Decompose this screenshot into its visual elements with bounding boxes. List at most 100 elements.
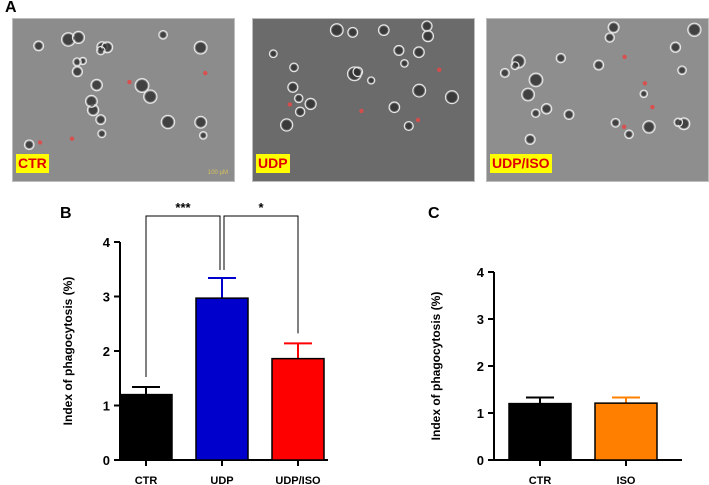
y-tick-label: 2 (103, 344, 110, 359)
significance-label: * (258, 200, 264, 215)
cell (306, 99, 315, 108)
micrograph-udp: UDP (252, 18, 475, 182)
cell-halo (346, 66, 362, 82)
cell (35, 42, 43, 50)
cell (145, 91, 156, 102)
micrograph-ctr: CTR 100 µM (12, 18, 235, 182)
cell-halo (421, 30, 435, 43)
cell (160, 32, 166, 38)
micrograph-label: UDP/ISO (490, 154, 552, 173)
cell-halo (101, 41, 114, 54)
cell-halo (329, 23, 344, 38)
cell (675, 119, 681, 126)
cell-halo (72, 57, 82, 67)
cell (63, 34, 74, 45)
cell-halo (521, 87, 536, 102)
cell (162, 116, 174, 128)
scale-bar-label: 100 µM (207, 170, 228, 176)
cell (612, 119, 619, 126)
bar-ctr (119, 393, 173, 461)
cell (523, 89, 533, 100)
cell (379, 26, 388, 34)
cell (679, 119, 689, 129)
panel-b-letter: B (60, 205, 72, 222)
significance-bracket (223, 215, 299, 334)
cell (291, 64, 297, 71)
fluorescent-particle (642, 81, 648, 86)
cell-halo (499, 67, 510, 78)
cell (289, 83, 297, 91)
cell-halo (143, 89, 158, 104)
cell (296, 108, 304, 115)
cell (354, 68, 362, 76)
cell-halo (393, 44, 405, 56)
cell-halo (510, 61, 520, 71)
cell-halo (677, 65, 687, 76)
cell (97, 116, 105, 124)
cell-halo (607, 21, 620, 34)
cell (296, 95, 302, 102)
cell (282, 120, 292, 130)
cell (25, 141, 33, 148)
cell (369, 78, 374, 83)
cell (565, 111, 573, 118)
cell (595, 61, 603, 69)
bar-iso (594, 402, 658, 461)
micrograph-background (253, 19, 474, 181)
y-tick-label: 4 (103, 235, 111, 250)
cell (99, 131, 105, 137)
fluorescent-particle (437, 67, 442, 72)
x-tick-label: CTR (529, 475, 552, 485)
x-tick-label: UDP/ISO (275, 475, 321, 485)
cell-halo (673, 117, 684, 128)
cell-halo (84, 94, 98, 108)
cell (641, 91, 647, 96)
cell (395, 46, 403, 54)
cell (606, 34, 613, 41)
cell-halo (23, 139, 35, 151)
cell-halo (563, 109, 575, 121)
cell (644, 122, 654, 132)
cell (423, 32, 432, 41)
cell-halo (96, 45, 106, 56)
cell (405, 123, 412, 129)
cell-halo (669, 41, 682, 53)
cell-halo (160, 114, 176, 130)
x-tick-label: ISO (617, 475, 636, 485)
micrograph-udp-iso: UDP/ISO (486, 18, 709, 182)
cell-halo (524, 133, 536, 145)
cell (414, 85, 425, 96)
cell (73, 68, 81, 76)
fluorescent-particle (650, 104, 655, 110)
micrograph-label: CTR (16, 154, 49, 173)
cell-halo (294, 106, 306, 118)
y-tick-label: 2 (477, 359, 484, 374)
cell-halo (412, 46, 425, 59)
cell-halo (412, 83, 427, 98)
cell (74, 59, 80, 65)
y-tick-label: 0 (477, 453, 484, 468)
significance-label: *** (175, 200, 191, 215)
fluorescent-particle (622, 54, 627, 60)
cell (689, 24, 700, 35)
cell (73, 32, 84, 42)
cell-halo (528, 72, 544, 88)
cell-halo (639, 89, 649, 99)
cell (542, 105, 551, 113)
cell-halo (540, 103, 553, 115)
panel-c-letter: C (428, 205, 440, 222)
cell (671, 43, 680, 51)
cell-halo (268, 49, 278, 59)
cell-halo (347, 26, 359, 38)
cell (533, 110, 539, 116)
cell-halo (400, 59, 409, 68)
cell-halo (304, 97, 317, 111)
cell-halo (610, 117, 621, 128)
cell (195, 42, 206, 53)
cell-halo (444, 90, 459, 105)
y-tick-label: 3 (477, 312, 484, 327)
cell (557, 54, 564, 62)
cell (87, 96, 96, 106)
cell (88, 105, 98, 115)
cell-halo (377, 24, 390, 37)
